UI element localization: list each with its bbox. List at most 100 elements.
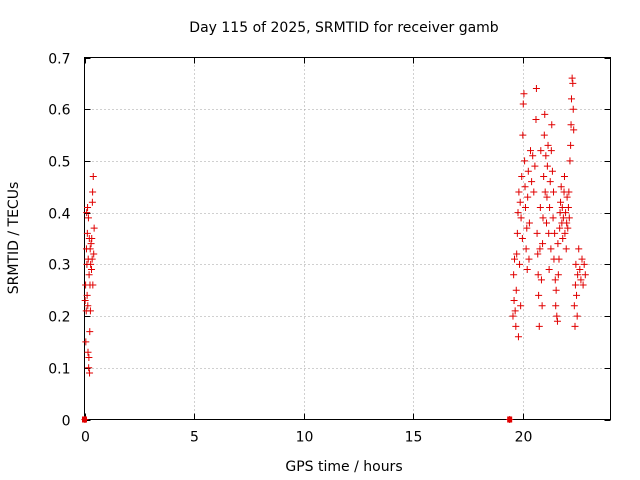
data-point — [538, 302, 546, 310]
data-point — [510, 297, 518, 305]
data-point — [562, 245, 570, 253]
x-tick-label: 5 — [190, 430, 199, 446]
data-point — [82, 338, 90, 346]
data-point — [539, 214, 547, 222]
data-point — [576, 266, 584, 274]
data-point — [557, 183, 565, 191]
y-tick-label: 0.5 — [48, 155, 70, 171]
x-axis-label: GPS time / hours — [285, 459, 402, 475]
data-point — [567, 95, 575, 103]
y-tick-label: 0.6 — [48, 103, 70, 119]
data-point — [559, 214, 567, 222]
data-point — [553, 317, 561, 325]
data-point — [520, 90, 528, 98]
data-point — [546, 178, 554, 186]
data-point — [568, 74, 576, 82]
data-point — [544, 141, 552, 149]
data-point — [540, 172, 548, 180]
data-point — [542, 152, 550, 160]
data-point — [565, 214, 573, 222]
data-point — [84, 214, 92, 222]
data-point — [90, 224, 98, 232]
data-point — [516, 198, 524, 206]
data-point — [519, 100, 527, 108]
data-point — [533, 229, 541, 237]
data-point — [555, 255, 563, 263]
data-point — [546, 203, 554, 211]
data-point — [552, 302, 560, 310]
data-point — [88, 198, 96, 206]
data-point — [536, 245, 544, 253]
data-point — [83, 229, 91, 237]
data-point — [89, 172, 97, 180]
data-point — [573, 291, 581, 299]
y-tick-label: 0.4 — [48, 207, 70, 223]
data-point — [564, 224, 572, 232]
data-point — [543, 162, 551, 170]
data-points — [81, 74, 589, 423]
x-tick-label: 20 — [515, 430, 533, 446]
data-point — [561, 229, 569, 237]
data-point — [579, 281, 587, 289]
data-point — [511, 307, 519, 315]
data-point — [547, 245, 555, 253]
data-point — [511, 255, 519, 263]
data-point — [554, 240, 562, 248]
data-point — [87, 260, 95, 268]
data-point — [570, 126, 578, 134]
data-point — [543, 219, 551, 227]
data-point — [517, 214, 525, 222]
x-tick-label: 0 — [81, 430, 90, 446]
data-point — [518, 235, 526, 242]
data-point — [88, 266, 96, 274]
data-point — [551, 229, 559, 237]
data-point — [556, 224, 564, 232]
data-point — [525, 255, 533, 263]
data-point — [524, 167, 532, 175]
data-point — [531, 162, 539, 170]
data-point — [574, 271, 582, 279]
data-point — [83, 209, 91, 217]
data-point — [84, 302, 92, 310]
data-point — [517, 302, 525, 310]
data-point — [539, 240, 547, 248]
data-point — [518, 172, 526, 180]
data-point — [522, 245, 530, 253]
data-point — [559, 235, 567, 242]
chart-title: Day 115 of 2025, SRMTID for receiver gam… — [189, 20, 499, 36]
data-point — [571, 322, 579, 330]
data-point — [87, 240, 95, 248]
data-point — [553, 312, 561, 320]
data-point — [567, 121, 575, 129]
data-point — [86, 245, 94, 253]
data-point — [527, 147, 535, 155]
y-tick-label: 0.3 — [48, 258, 70, 274]
data-point — [534, 271, 542, 279]
data-point — [543, 193, 551, 201]
data-point — [84, 348, 92, 356]
data-point — [565, 188, 573, 196]
data-point — [515, 188, 523, 196]
data-point — [89, 188, 97, 196]
data-point — [550, 188, 558, 196]
data-point — [535, 291, 543, 299]
data-point — [581, 271, 589, 279]
data-point — [570, 302, 578, 310]
x-tick-label: 10 — [296, 430, 314, 446]
data-point — [85, 364, 93, 372]
data-point — [525, 219, 533, 227]
data-point — [569, 79, 577, 87]
data-point — [521, 183, 529, 191]
data-point — [512, 322, 520, 330]
data-point — [549, 214, 557, 222]
data-point — [85, 353, 93, 361]
data-point — [575, 245, 583, 253]
data-point — [535, 322, 543, 330]
data-point — [523, 266, 531, 274]
data-point — [81, 297, 89, 305]
data-point — [557, 198, 565, 206]
data-point — [537, 147, 545, 155]
data-point — [512, 286, 520, 294]
data-point — [545, 266, 553, 274]
data-point — [532, 85, 540, 93]
